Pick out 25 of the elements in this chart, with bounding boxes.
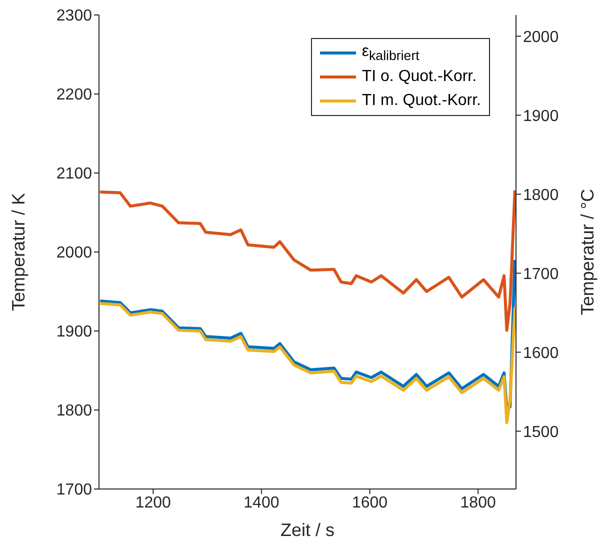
y-tick-label: 2000	[56, 244, 92, 262]
x-tick-label: 1600	[352, 494, 388, 512]
y2-axis-title: Temperatur / °C	[577, 188, 598, 316]
y-tick-label: 1900	[56, 324, 92, 341]
x-tick-label: 1800	[460, 494, 496, 512]
y-tick-label: 2200	[56, 86, 92, 104]
y2-tick-label: 1600	[523, 344, 559, 362]
y2-tick-label: 1700	[523, 266, 559, 283]
x-tick-label: 1200	[135, 494, 172, 512]
line-series	[99, 188, 516, 332]
line-series	[99, 302, 516, 424]
y-tick-label: 2100	[56, 166, 92, 183]
y-tick-label: 1800	[56, 402, 92, 420]
x-tick-label: 1400	[244, 494, 280, 512]
y-axis-title: Temperatur / K	[8, 192, 28, 312]
y2-tick-label: 1500	[523, 424, 559, 441]
legend-label: TI o. Quot.-Korr.	[362, 68, 477, 86]
legend-label: TI m. Quot.-Korr.	[362, 92, 481, 110]
y2-tick-label: 1900	[523, 108, 559, 125]
y2-tick-label: 1800	[523, 186, 559, 204]
legend-label: ε$_{kalibriert}$	[362, 42, 420, 64]
y2-tick-label: 2000	[523, 28, 559, 46]
x-axis-title: Zeit / s	[280, 520, 335, 540]
y-tick-label: 2300	[56, 8, 92, 25]
y-tick-label: 1700	[56, 482, 92, 499]
